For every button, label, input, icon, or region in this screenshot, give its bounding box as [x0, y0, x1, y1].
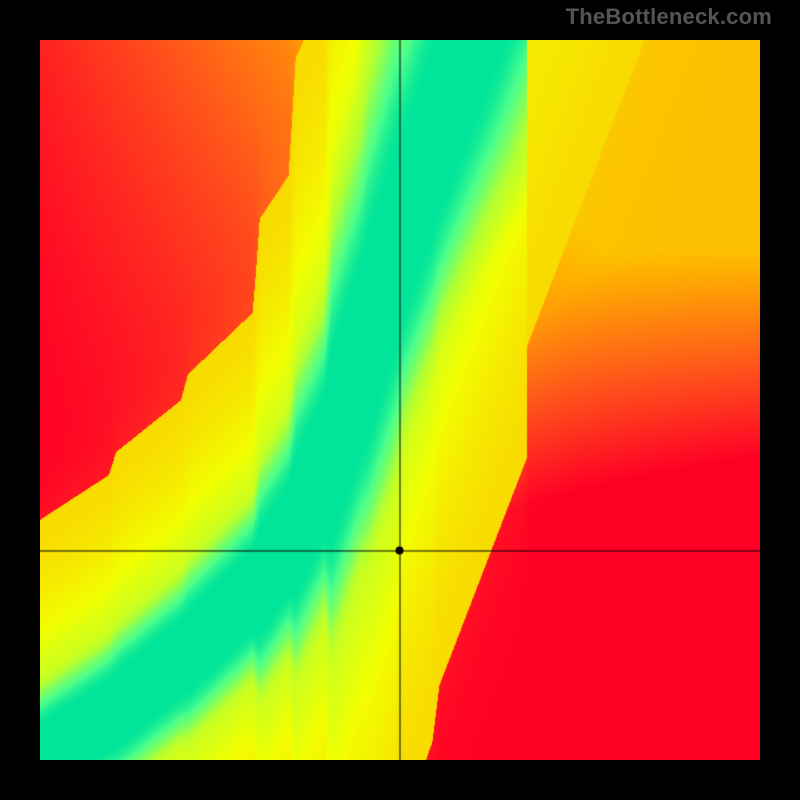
heatmap-canvas [40, 40, 760, 760]
watermark-text: TheBottleneck.com [566, 4, 772, 30]
bottleneck-heatmap [40, 40, 760, 760]
